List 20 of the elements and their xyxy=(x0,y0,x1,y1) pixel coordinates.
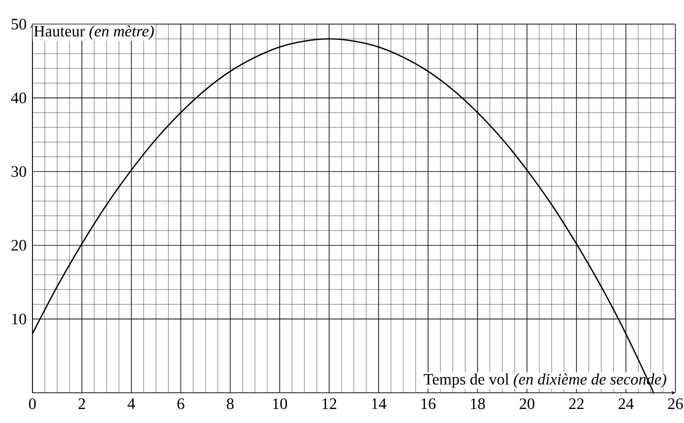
x-tick-label: 22 xyxy=(569,398,584,409)
x-tick-label: 2 xyxy=(78,398,85,409)
x-tick-label: 8 xyxy=(226,398,234,410)
x-tick-label: 24 xyxy=(618,398,634,409)
y-tick-label: 30 xyxy=(12,166,26,177)
x-tick-label: 16 xyxy=(422,398,436,410)
x-tick-label: 0 xyxy=(29,398,36,410)
x-tick-label: 10 xyxy=(273,398,288,410)
y-tick-label: 50 xyxy=(12,18,26,30)
x-tick-label: 6 xyxy=(177,398,184,410)
x-tick-label: 26 xyxy=(668,398,683,410)
x-tick-label: 18 xyxy=(470,398,485,410)
y-axis-title: Hauteur (en mètre) xyxy=(34,25,154,40)
x-tick-label: 12 xyxy=(322,398,336,409)
x-tick-label: 4 xyxy=(128,398,136,409)
y-tick-label: 20 xyxy=(12,240,26,251)
x-tick-label: 14 xyxy=(372,398,386,409)
y-tick-label: 40 xyxy=(11,92,26,104)
x-tick-label: 20 xyxy=(520,398,534,410)
y-tick-label: 10 xyxy=(12,314,26,324)
